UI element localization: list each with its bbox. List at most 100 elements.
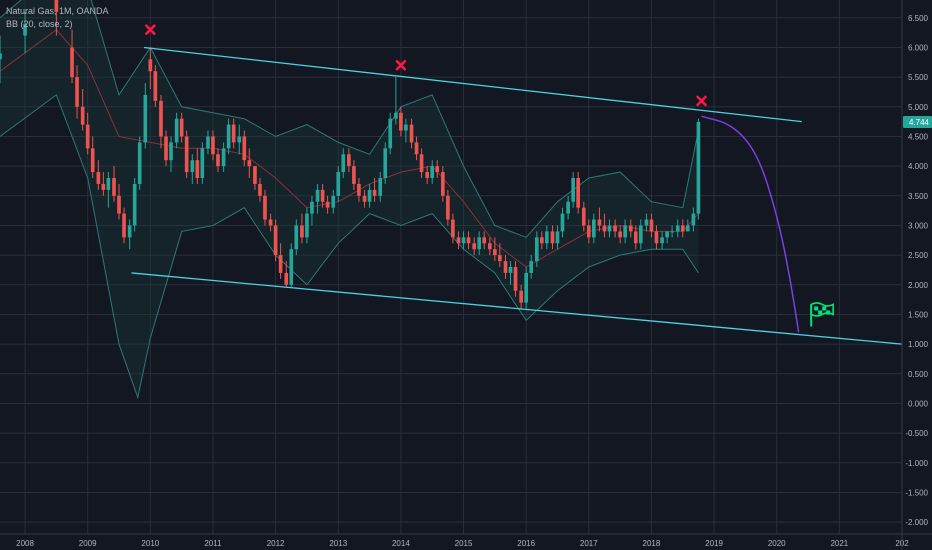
- y-tick-label: 3.000: [908, 221, 929, 230]
- candle-body: [633, 231, 638, 244]
- candle-body: [357, 183, 361, 196]
- x-tick-label: 2013: [329, 539, 347, 548]
- candle-body: [503, 261, 508, 273]
- candle-body: [618, 231, 622, 238]
- bollinger-upper: [0, 0, 699, 238]
- symbol-label: Natural Gas, 1M, OANDA: [6, 6, 109, 16]
- candle-body: [247, 160, 252, 167]
- candle-body: [613, 225, 617, 232]
- candle-body: [451, 219, 455, 238]
- x-tick-label: 2017: [580, 539, 598, 548]
- candle-body: [106, 178, 111, 190]
- candle-body: [477, 237, 482, 250]
- channel-lower-line: [131, 272, 903, 345]
- candle-body: [414, 142, 419, 155]
- candle-body: [195, 160, 200, 178]
- candle-body: [54, 0, 59, 12]
- x-tick-label: 2016: [517, 539, 535, 548]
- y-tick-label: 5.000: [908, 103, 929, 112]
- candle-body: [404, 124, 408, 131]
- candle-body: [211, 136, 215, 155]
- y-tick-label: 2.000: [908, 281, 929, 290]
- candle-body: [294, 225, 299, 250]
- y-tick-label: 1.000: [908, 340, 929, 349]
- candle-body: [273, 225, 278, 256]
- candle-body: [472, 243, 477, 250]
- candle-body: [498, 255, 502, 262]
- candle-body: [289, 249, 294, 285]
- candle-body: [190, 160, 195, 173]
- candle-body: [638, 225, 643, 244]
- candle-body: [628, 225, 633, 232]
- candle-body: [571, 178, 575, 202]
- candle-body: [670, 231, 674, 233]
- channel-upper-line: [143, 46, 802, 123]
- candle-body: [200, 148, 205, 178]
- candle-body: [117, 195, 121, 214]
- x-tick-label: 2010: [141, 539, 159, 548]
- candle-body: [435, 166, 440, 173]
- candle-body: [685, 225, 690, 232]
- projection-curve: [701, 115, 800, 333]
- candle-body: [159, 100, 163, 137]
- candle-body: [169, 142, 173, 161]
- candle-body: [284, 272, 289, 285]
- y-tick-label: 2.500: [908, 251, 929, 260]
- candle-body: [268, 219, 273, 226]
- y-tick-label: 4.500: [908, 132, 929, 141]
- candle-body: [179, 118, 184, 137]
- candle-body: [680, 225, 685, 232]
- candle-body: [441, 172, 445, 196]
- candle-body: [508, 267, 513, 273]
- candle-body: [90, 148, 95, 173]
- candle-body: [409, 124, 414, 143]
- x-tick-label: 2011: [204, 539, 222, 548]
- candle-body: [96, 172, 101, 184]
- candle-body: [75, 77, 79, 107]
- bollinger-fill: [0, 0, 699, 398]
- candle-body: [660, 237, 664, 244]
- candle-body: [101, 183, 106, 190]
- candle-body: [466, 237, 471, 244]
- x-tick-label: 2009: [79, 539, 97, 548]
- candle-body: [602, 225, 607, 232]
- x-tick-label: 2018: [643, 539, 661, 548]
- candle-body: [263, 195, 267, 220]
- candle-body: [586, 225, 591, 238]
- candle-body: [529, 261, 534, 273]
- candle-body: [367, 189, 372, 202]
- candle-body: [665, 231, 669, 238]
- candle-body: [164, 136, 168, 161]
- y-tick-label: 1.500: [908, 310, 929, 319]
- candle-body: [691, 213, 696, 226]
- candle-body: [539, 237, 544, 244]
- candle-body: [493, 249, 497, 256]
- chart-legend: Natural Gas, 1M, OANDA BB (20, close, 2): [6, 5, 109, 31]
- candle-body: [23, 23, 27, 36]
- y-tick-label: -2.000: [905, 518, 928, 527]
- x-tick-label: 2012: [267, 539, 285, 548]
- candle-body: [143, 94, 148, 143]
- candle-body: [216, 154, 220, 167]
- x-marker-icon: [395, 59, 407, 71]
- candle-body: [524, 272, 528, 303]
- candle-body: [122, 213, 126, 238]
- candle-body: [644, 219, 649, 226]
- candle-body: [378, 178, 383, 196]
- candle-body: [347, 154, 351, 167]
- candle-body: [258, 183, 262, 196]
- candle-body: [607, 225, 612, 232]
- candle-body: [305, 213, 309, 238]
- candle-body: [696, 121, 701, 214]
- candle-body: [206, 136, 210, 149]
- candle-body: [461, 237, 466, 244]
- candle-body: [597, 219, 602, 226]
- candle-body: [488, 243, 492, 250]
- candle-body: [591, 219, 596, 238]
- candle-body: [336, 172, 341, 196]
- checkered-flag-icon: [810, 302, 834, 327]
- candle-body: [310, 201, 314, 214]
- x-tick-label: 2015: [455, 539, 473, 548]
- candle-body: [231, 124, 236, 143]
